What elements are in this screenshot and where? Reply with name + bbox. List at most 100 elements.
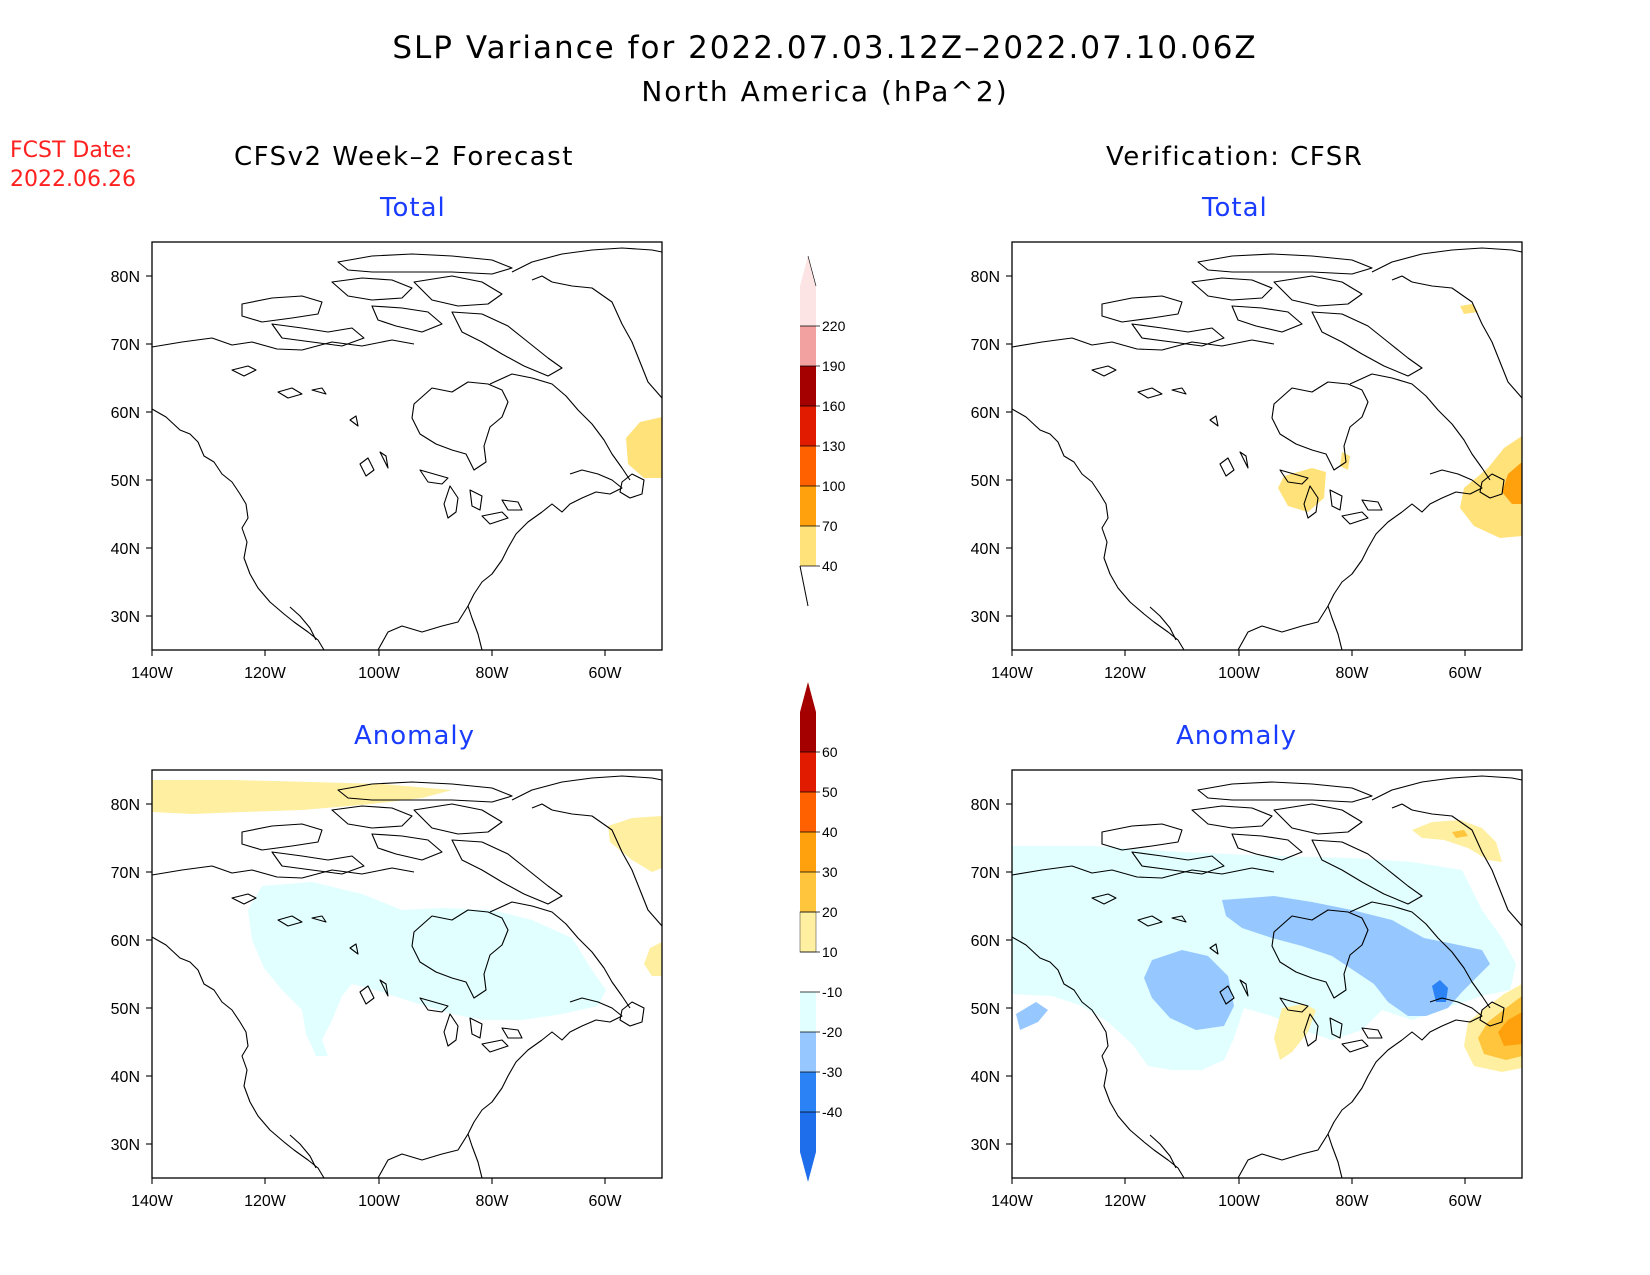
anomaly-colorbar-swatch [800,792,816,832]
total-colorbar-label: 100 [822,478,846,494]
forecast-anomaly-shading-labrador-yellow [644,942,662,976]
forecast-total-lat-label: 30N [111,609,140,626]
forecast-anomaly-shading-arctic-yellow [152,780,452,814]
total-colorbar-swatch [800,326,816,366]
verification-anomaly-shading-greenland-orange [1452,830,1468,838]
total-colorbar-label: 190 [822,358,846,374]
anomaly-colorbar-label: 60 [822,744,838,760]
anomaly-colorbar-swatch [800,832,816,872]
verification-anomaly-map [1005,769,1523,1185]
total-colorbar-tail [799,565,809,607]
anomaly-colorbar-label: -10 [822,984,842,1000]
forecast-total-lon-label: 100W [358,665,401,682]
forecast-anomaly-lat-label: 60N [111,933,140,950]
verification-anomaly-lon-label: 120W [1104,1193,1147,1210]
forecast-anomaly-lon-label: 80W [476,1193,510,1210]
verification-total-lat-label: 50N [971,473,1000,490]
panel-title-forecast-total: Total [380,193,446,223]
verification-total-lon-label: 80W [1336,665,1370,682]
anomaly-colorbar-label: -20 [822,1024,842,1040]
total-colorbar-swatch [800,446,816,486]
forecast-total-lon-label: 60W [589,665,623,682]
forecast-anomaly-shading-greenland-yellow [608,816,662,872]
panel-title-verification-total: Total [1202,193,1268,223]
forecast-anomaly-lon-label: 120W [244,1193,287,1210]
forecast-total-lat-label: 70N [111,337,140,354]
total-colorbar-label: 130 [822,438,846,454]
total-colorbar-swatch [800,526,816,566]
forecast-total-lat-label: 40N [111,541,140,558]
anomaly-colorbar: -40 -30 -20 -10 10 20 30 40 50 60 [799,682,842,1182]
verification-total-lat-label: 80N [971,269,1000,286]
anomaly-colorbar-label: 50 [822,784,838,800]
verification-anomaly-shading-mid-blue-west [1144,950,1234,1030]
forecast-total-lat-label: 50N [111,473,140,490]
verification-anomaly-shading-orange-dark [1498,1012,1522,1046]
forecast-date-value: 2022.06.26 [10,167,136,192]
forecast-anomaly-lat-label: 40N [111,1069,140,1086]
verification-total-lon-label: 140W [991,665,1034,682]
forecast-anomaly-lat-label: 30N [111,1137,140,1154]
panel-title-verification-anomaly: Anomaly [1176,721,1298,751]
verification-anomaly-shading-dark-blue [1432,980,1448,1002]
anomaly-colorbar-swatch [800,992,816,1032]
total-colorbar: 40 70 100 130 160 190 220 [799,255,846,607]
verification-anomaly-shading-mid-blue-coast [1016,1002,1048,1030]
total-colorbar-swatch [800,486,816,526]
total-colorbar-swatch [800,406,816,446]
forecast-total-lat-label: 80N [111,269,140,286]
total-colorbar-swatch [800,256,816,326]
forecast-total-lon-label: 80W [476,665,510,682]
anomaly-colorbar-label: -30 [822,1064,842,1080]
anomaly-colorbar-swatch [800,1112,816,1182]
verification-anomaly-lon-label: 140W [991,1193,1034,1210]
total-colorbar-label: 40 [822,558,838,574]
verification-anomaly-shading-greenland-yellow [1412,820,1502,862]
forecast-total-lat-label: 60N [111,405,140,422]
verification-total-map [1005,241,1523,657]
forecast-total-lon-label: 120W [244,665,287,682]
main-title: SLP Variance for 2022.07.03.12Z–2022.07.… [392,30,1258,66]
verification-total-lat-label: 70N [971,337,1000,354]
verification-anomaly-lat-label: 50N [971,1001,1000,1018]
verification-anomaly-lon-label: 60W [1449,1193,1483,1210]
verification-anomaly-shading-mid-blue-east [1222,896,1490,1016]
anomaly-colorbar-swatch [800,872,816,912]
anomaly-colorbar-swatch [800,682,816,752]
forecast-anomaly-map [145,769,663,1185]
verification-total-lat-label: 30N [971,609,1000,626]
anomaly-colorbar-label: -40 [822,1104,842,1120]
forecast-total-lon-label: 140W [131,665,174,682]
verification-total-lat-label: 40N [971,541,1000,558]
forecast-anomaly-lon-label: 140W [131,1193,174,1210]
verification-anomaly-lon-label: 100W [1218,1193,1261,1210]
verification-anomaly-lat-label: 60N [971,933,1000,950]
forecast-anomaly-shading-canada-blue [248,882,606,1056]
forecast-total-map [145,241,663,657]
anomaly-colorbar-swatch [800,752,816,792]
total-colorbar-label: 220 [822,318,846,334]
anomaly-colorbar-label: 30 [822,864,838,880]
verification-anomaly-lon-label: 80W [1336,1193,1370,1210]
anomaly-colorbar-label: 20 [822,904,838,920]
anomaly-colorbar-swatch [800,1072,816,1112]
anomaly-colorbar-swatch [800,952,816,992]
verification-total-lon-label: 60W [1449,665,1483,682]
forecast-column-title: CFSv2 Week–2 Forecast [234,142,574,172]
verification-anomaly-shading-yellow-lakes [1274,1004,1316,1060]
verification-anomaly-lat-label: 40N [971,1069,1000,1086]
verification-total-shading-superior [1278,468,1326,512]
anomaly-colorbar-label: 40 [822,824,838,840]
panel-title-forecast-anomaly: Anomaly [354,721,476,751]
total-colorbar-swatch [800,366,816,406]
forecast-anomaly-lat-label: 70N [111,865,140,882]
forecast-date-label: FCST Date: [10,138,133,163]
anomaly-colorbar-swatch [800,912,816,952]
verification-column-title: Verification: CFSR [1106,142,1364,172]
total-colorbar-label: 70 [822,518,838,534]
forecast-anomaly-lon-label: 60W [589,1193,623,1210]
forecast-date-block: FCST Date: 2022.06.26 [10,136,136,194]
verification-anomaly-lat-label: 70N [971,865,1000,882]
forecast-anomaly-lat-label: 50N [111,1001,140,1018]
